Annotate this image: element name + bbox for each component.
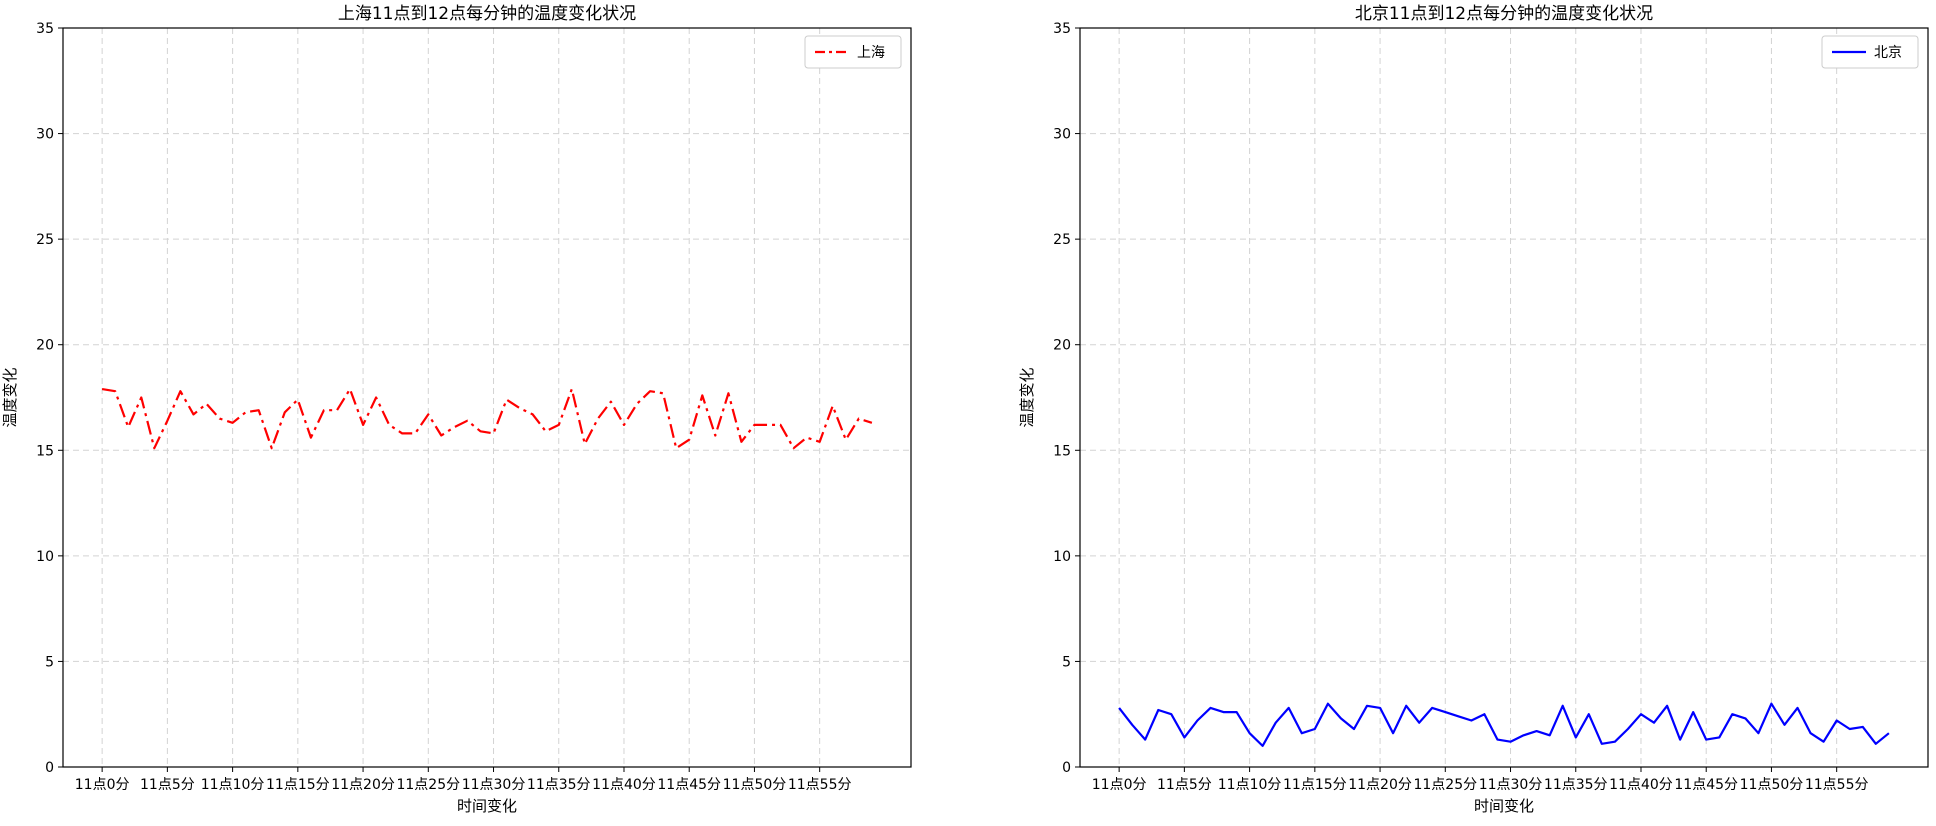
x-tick-label: 11点10分 (201, 777, 265, 793)
x-tick-label: 11点40分 (1609, 777, 1673, 793)
legend: 北京 (1821, 35, 1919, 69)
x-tick-label: 11点20分 (331, 777, 395, 793)
x-tick-label: 11点30分 (1479, 777, 1543, 793)
x-tick-label: 11点0分 (75, 777, 130, 793)
x-tick-label: 11点35分 (527, 777, 591, 793)
series-line-1 (101, 388, 873, 450)
x-tick-label: 11点50分 (723, 777, 787, 793)
y-tick-label: 20 (1053, 338, 1071, 354)
y-tick-label: 0 (45, 760, 54, 776)
x-tick-label: 11点30分 (462, 777, 526, 793)
x-tick-label: 11点55分 (788, 777, 852, 793)
y-tick-label: 15 (36, 443, 54, 459)
x-tick-label: 11点50分 (1740, 777, 1804, 793)
x-tick-label: 11点15分 (1283, 777, 1347, 793)
chart-title: 北京11点到12点每分钟的温度变化状况 (1355, 4, 1653, 24)
x-tick-label: 11点25分 (396, 777, 460, 793)
x-tick-label: 11点45分 (1674, 777, 1738, 793)
y-tick-label: 25 (36, 232, 54, 248)
legend-label: 上海 (857, 45, 885, 61)
legend: 上海 (804, 35, 902, 69)
plot-frame (62, 27, 912, 768)
y-axis-label: 温度变化 (1, 367, 19, 427)
x-tick-label: 11点5分 (1157, 777, 1212, 793)
y-tick-label: 10 (1053, 549, 1071, 565)
y-tick-label: 0 (1062, 760, 1071, 776)
x-tick-label: 11点0分 (1092, 777, 1147, 793)
y-axis-label: 温度变化 (1018, 367, 1036, 427)
x-tick-label: 11点40分 (592, 777, 656, 793)
x-tick-label: 11点20分 (1348, 777, 1412, 793)
series-line-1 (1118, 702, 1890, 748)
x-tick-label: 11点55分 (1805, 777, 1869, 793)
y-tick-label: 5 (1062, 654, 1071, 670)
legend-label: 北京 (1874, 45, 1902, 61)
y-tick-label: 30 (36, 127, 54, 143)
y-tick-label: 30 (1053, 127, 1071, 143)
plot-frame (1079, 27, 1929, 768)
y-tick-label: 15 (1053, 443, 1071, 459)
y-tick-label: 35 (1053, 21, 1071, 37)
legend-box (1821, 35, 1919, 69)
x-axis-label: 时间变化 (1474, 797, 1534, 815)
chart-title: 上海11点到12点每分钟的温度变化状况 (338, 4, 636, 24)
x-tick-label: 11点45分 (657, 777, 721, 793)
x-tick-label: 11点25分 (1413, 777, 1477, 793)
x-tick-label: 11点10分 (1218, 777, 1282, 793)
y-tick-label: 10 (36, 549, 54, 565)
y-tick-label: 5 (45, 654, 54, 670)
y-tick-label: 25 (1053, 232, 1071, 248)
x-tick-label: 11点15分 (266, 777, 330, 793)
y-tick-label: 20 (36, 338, 54, 354)
y-tick-label: 35 (36, 21, 54, 37)
x-axis-label: 时间变化 (457, 797, 517, 815)
legend-box (804, 35, 902, 69)
x-tick-label: 11点35分 (1544, 777, 1608, 793)
x-tick-label: 11点5分 (140, 777, 195, 793)
